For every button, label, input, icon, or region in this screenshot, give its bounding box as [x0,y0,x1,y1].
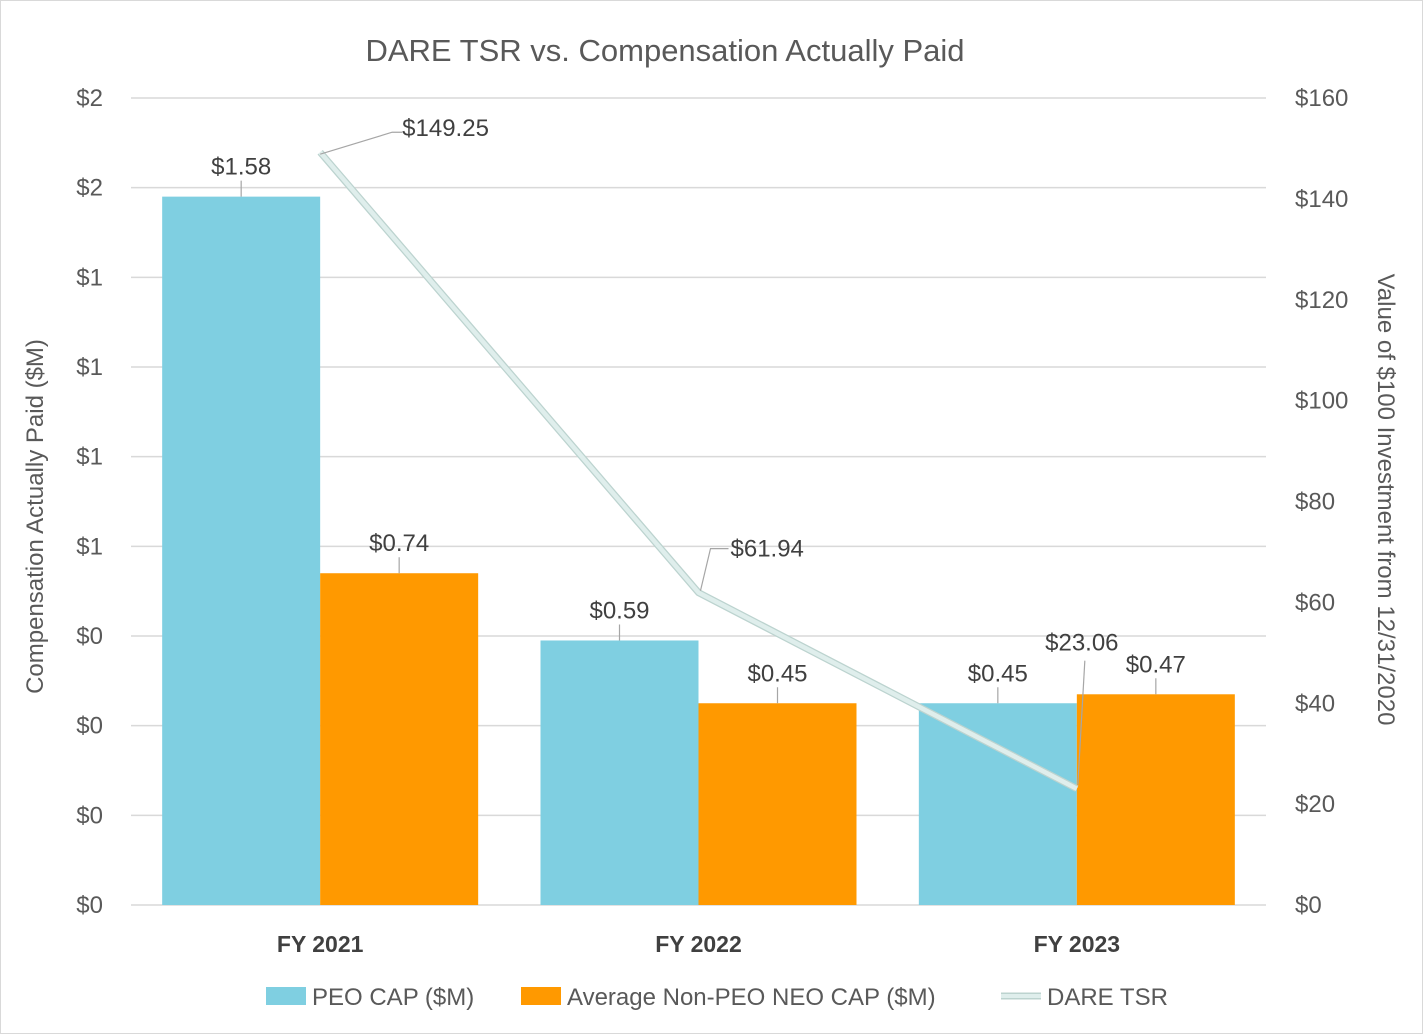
line-label-leader [699,547,729,591]
bar-avg-neo-cap [1076,694,1235,905]
chart-title: DARE TSR vs. Compensation Actually Paid [365,33,964,68]
y-left-tick-label: $0 [76,892,103,919]
y-left-tick-label: $1 [76,533,103,560]
y-right-tick-label: $20 [1295,791,1335,818]
y-left-tick-label: $0 [76,713,103,740]
bar-data-label: $0.45 [968,660,1028,687]
legend-label: DARE TSR [1047,984,1168,1011]
y-right-tick-label: $120 [1295,287,1348,314]
legend-label: Average Non-PEO NEO CAP ($M) [567,984,936,1011]
x-category-label: FY 2023 [1034,931,1121,957]
y-left-tick-label: $1 [76,354,103,381]
y-right-tick-label: $0 [1295,892,1322,919]
bar-peo-cap [162,196,321,906]
y-right-tick-label: $140 [1295,186,1348,213]
tsr-data-label: $61.94 [731,536,804,563]
bar-peo-cap [540,640,699,905]
y-right-tick-label: $160 [1295,85,1348,112]
y-left-tick-label: $0 [76,802,103,829]
axes: $0 $0 $0 $0 $1 $1 $1 $1 $2 $2 $0 $20 $40 $60 $80 $100 $1… [76,85,1348,957]
bar-data-label: $1.58 [211,154,271,181]
y-left-tick-label: $1 [76,264,103,291]
bar-data-label: $0.45 [747,660,807,687]
y-right-tick-label: $40 [1295,690,1335,717]
bars [162,196,1235,906]
tsr-data-label: $23.06 [1045,630,1118,657]
y-axis-right-title: Value of $100 Investment from 12/31/2020 [1372,274,1399,726]
legend-dare-tsr: DARE TSR [1001,984,1168,1011]
y-left-tick-label: $2 [76,85,103,112]
x-category-label: FY 2021 [277,931,364,957]
legend-swatch [521,987,561,1005]
line-label-leader [1077,660,1086,785]
tsr-line [317,149,1079,792]
y-right-tick-label: $80 [1295,489,1335,516]
x-category-label: FY 2022 [655,931,742,957]
y-left-tick-label: $1 [76,444,103,471]
legend: PEO CAP ($M) Average Non-PEO NEO CAP ($M)… [266,984,1168,1011]
data-labels: $1.58 $0.74 $0.59 $0.45 $0.45 $0.47 $149.25 $61… [211,115,1186,785]
y-left-tick-label: $2 [76,175,103,202]
y-axis-left-title: Compensation Actually Paid ($M) [22,339,49,694]
bar-data-label: $0.59 [589,597,649,624]
legend-swatch [266,987,306,1005]
tsr-line-path [318,150,1078,791]
y-right-tick-label: $60 [1295,589,1335,616]
y-left-tick-label: $0 [76,623,103,650]
legend-label: PEO CAP ($M) [312,984,474,1011]
bar-peo-cap [918,703,1077,905]
bar-avg-neo-cap [320,573,479,905]
bar-data-label: $0.47 [1126,651,1186,678]
tsr-data-label: $149.25 [402,115,489,142]
bar-avg-neo-cap [698,703,857,905]
legend-peo-cap: PEO CAP ($M) [266,984,474,1011]
y-right-tick-label: $100 [1295,388,1348,415]
bar-data-label: $0.74 [369,530,429,557]
legend-avg-neo-cap: Average Non-PEO NEO CAP ($M) [521,984,936,1011]
line-label-leader [319,131,403,155]
